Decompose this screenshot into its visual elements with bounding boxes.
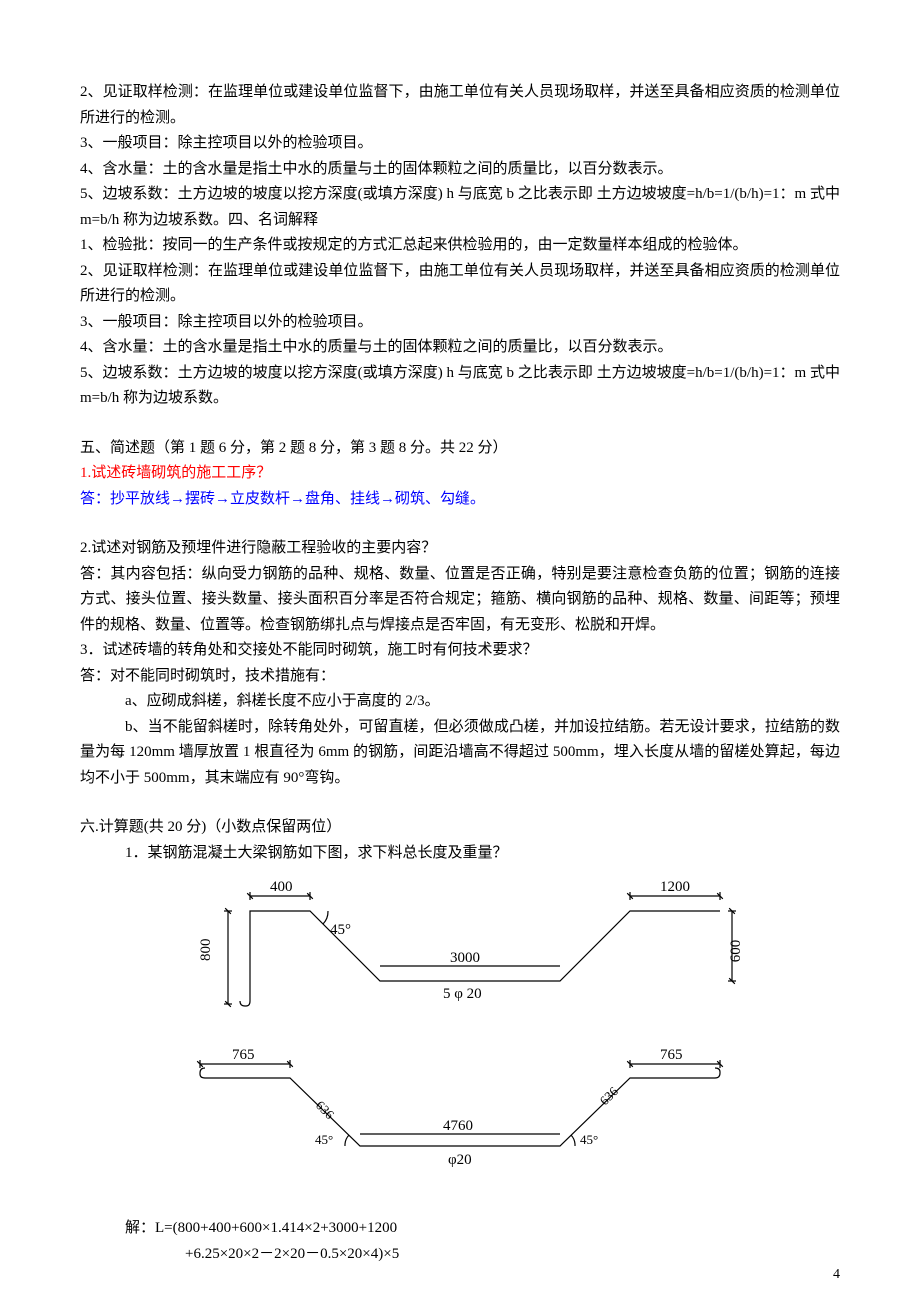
diag1-label-400: 400	[270, 879, 293, 895]
calc-question-1: 1．某钢筋混凝土大梁钢筋如下图，求下料总长度及重量？	[80, 841, 840, 867]
definition-1b: 1、检验批：按同一的生产条件或按规定的方式汇总起来供检验用的，由一定数量样本组成…	[80, 233, 840, 259]
diag1-label-800: 800	[198, 939, 214, 962]
answer-2: 答：其内容包括：纵向受力钢筋的品种、规格、数量、位置是否正确，特别是要注意检查负…	[80, 562, 840, 639]
answer-1: 答：抄平放线→摆砖→立皮数杆→盘角、挂线→砌筑、勾缝。	[80, 487, 840, 513]
diagram2-svg: 765 765 636 636 45° 45° 4760 φ20	[150, 1046, 770, 1176]
definition-2a: 2、见证取样检测：在监理单位或建设单位监督下，由施工单位有关人员现场取样，并送至…	[80, 80, 840, 131]
definition-2b: 2、见证取样检测：在监理单位或建设单位监督下，由施工单位有关人员现场取样，并送至…	[80, 259, 840, 310]
rebar-diagram-2: 765 765 636 636 45° 45° 4760 φ20	[80, 1046, 840, 1176]
diag2-label-4760: 4760	[443, 1118, 473, 1134]
page-number: 4	[833, 1263, 840, 1287]
section6-title: 六.计算题(共 20 分)（小数点保留两位）	[80, 815, 840, 841]
diag2-label-765b: 765	[660, 1047, 683, 1063]
diag2-label-45a: 45°	[315, 1132, 333, 1147]
diag2-label-636a: 636	[313, 1098, 338, 1123]
diag2-label-spec: φ20	[448, 1152, 472, 1168]
diag2-label-765a: 765	[232, 1047, 255, 1063]
diag1-label-3000: 3000	[450, 950, 480, 966]
answer-3b-text: b、当不能留斜槎时，除转角处外，可留直槎，但必须做成凸槎，并加设拉结筋。若无设计…	[80, 719, 840, 786]
definition-4a: 4、含水量：土的含水量是指土中水的质量与土的固体颗粒之间的质量比，以百分数表示。	[80, 157, 840, 183]
definition-4b: 4、含水量：土的含水量是指土中水的质量与土的固体颗粒之间的质量比，以百分数表示。	[80, 335, 840, 361]
question-3: 3．试述砖墙的转角处和交接处不能同时砌筑，施工时有何技术要求？	[80, 638, 840, 664]
definition-5a: 5、边坡系数：土方边坡的坡度以挖方深度(或填方深度) h 与底宽 b 之比表示即…	[80, 182, 840, 233]
diag1-label-600: 600	[728, 940, 740, 963]
diag1-label-45: 45°	[330, 922, 351, 938]
answer-3a: a、应砌成斜槎，斜槎长度不应小于高度的 2/3。	[80, 689, 840, 715]
question-1: 1.试述砖墙砌筑的施工工序？	[80, 461, 840, 487]
diag1-label-1200: 1200	[660, 879, 690, 895]
definition-5b: 5、边坡系数：土方边坡的坡度以挖方深度(或填方深度) h 与底宽 b 之比表示即…	[80, 361, 840, 412]
diag1-label-spec: 5 φ 20	[443, 986, 482, 1002]
diag2-label-45b: 45°	[580, 1132, 598, 1147]
question-2: 2.试述对钢筋及预埋件进行隐蔽工程验收的主要内容？	[80, 536, 840, 562]
answer-3-intro: 答：对不能同时砌筑时，技术措施有：	[80, 664, 840, 690]
diag2-label-636b: 636	[597, 1083, 622, 1108]
solution-line2: +6.25×20×2－2×20－0.5×20×4)×5	[80, 1242, 840, 1268]
solution-line1: 解：L=(800+400+600×1.414×2+3000+1200	[80, 1216, 840, 1242]
definition-3a: 3、一般项目：除主控项目以外的检验项目。	[80, 131, 840, 157]
rebar-diagram-1: 400 1200 3000 5 φ 20 45° 800 600	[80, 876, 840, 1016]
answer-3b: b、当不能留斜槎时，除转角处外，可留直槎，但必须做成凸槎，并加设拉结筋。若无设计…	[80, 715, 840, 792]
section5-title: 五、简述题（第 1 题 6 分，第 2 题 8 分，第 3 题 8 分。共 22…	[80, 436, 840, 462]
definition-3b: 3、一般项目：除主控项目以外的检验项目。	[80, 310, 840, 336]
diagram1-svg: 400 1200 3000 5 φ 20 45° 800 600	[180, 876, 740, 1016]
